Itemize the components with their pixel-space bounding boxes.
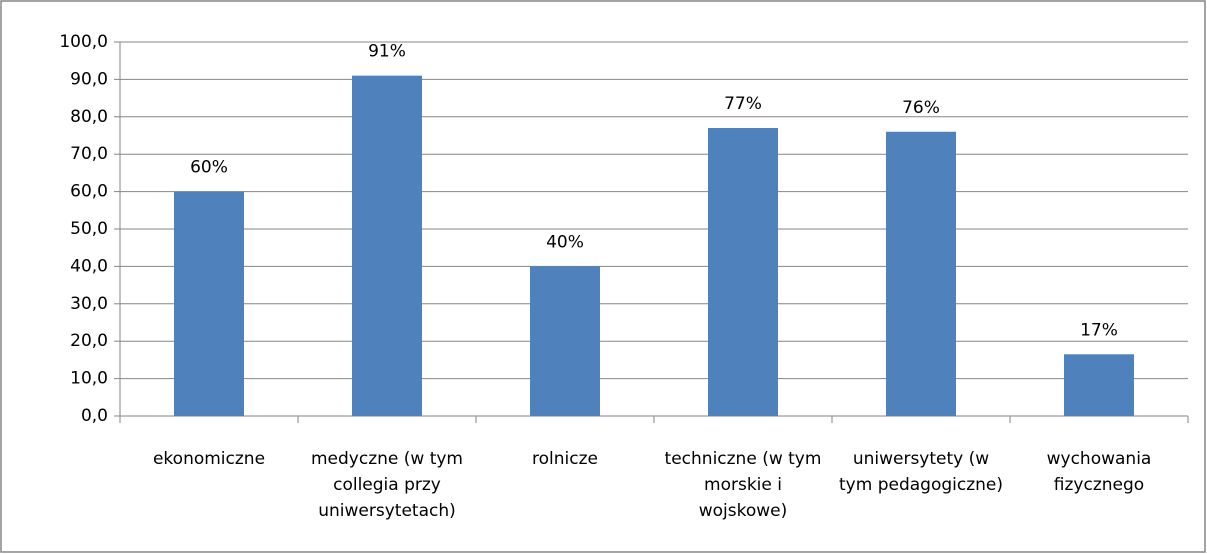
data-label: 17% — [1080, 320, 1118, 340]
data-label: 60% — [190, 158, 228, 178]
bar — [174, 191, 244, 416]
x-tick-label: uniwersytety (w tym pedagogiczne) — [839, 449, 1003, 495]
data-label: 77% — [724, 94, 762, 114]
bar — [886, 131, 956, 416]
bar — [352, 75, 422, 416]
data-label: 40% — [546, 232, 584, 252]
y-tick-label: 40,0 — [70, 256, 108, 276]
bar — [530, 266, 600, 416]
x-tick-label: medyczne (w tym collegia przy uniwersyte… — [310, 449, 463, 521]
bar — [1064, 354, 1134, 416]
x-tick-label: wychowania fizycznego — [1046, 449, 1152, 495]
bar — [708, 128, 778, 416]
y-tick-label: 20,0 — [70, 331, 108, 351]
x-tick-label: techniczne (w tym morskie i wojskowe) — [664, 449, 822, 521]
data-label: 76% — [902, 98, 940, 118]
x-tick-label: rolnicze — [532, 449, 598, 469]
x-tick-label: ekonomiczne — [152, 449, 266, 469]
y-tick-label: 10,0 — [70, 369, 108, 389]
y-tick-label: 50,0 — [70, 219, 108, 239]
y-tick-label: 100,0 — [59, 32, 108, 52]
y-tick-label: 70,0 — [70, 144, 108, 164]
y-tick-label: 30,0 — [70, 294, 108, 314]
data-label: 91% — [368, 42, 406, 62]
y-tick-label: 80,0 — [70, 107, 108, 127]
y-tick-label: 60,0 — [70, 182, 108, 202]
y-tick-label: 0,0 — [81, 406, 108, 426]
y-tick-label: 90,0 — [70, 69, 108, 89]
